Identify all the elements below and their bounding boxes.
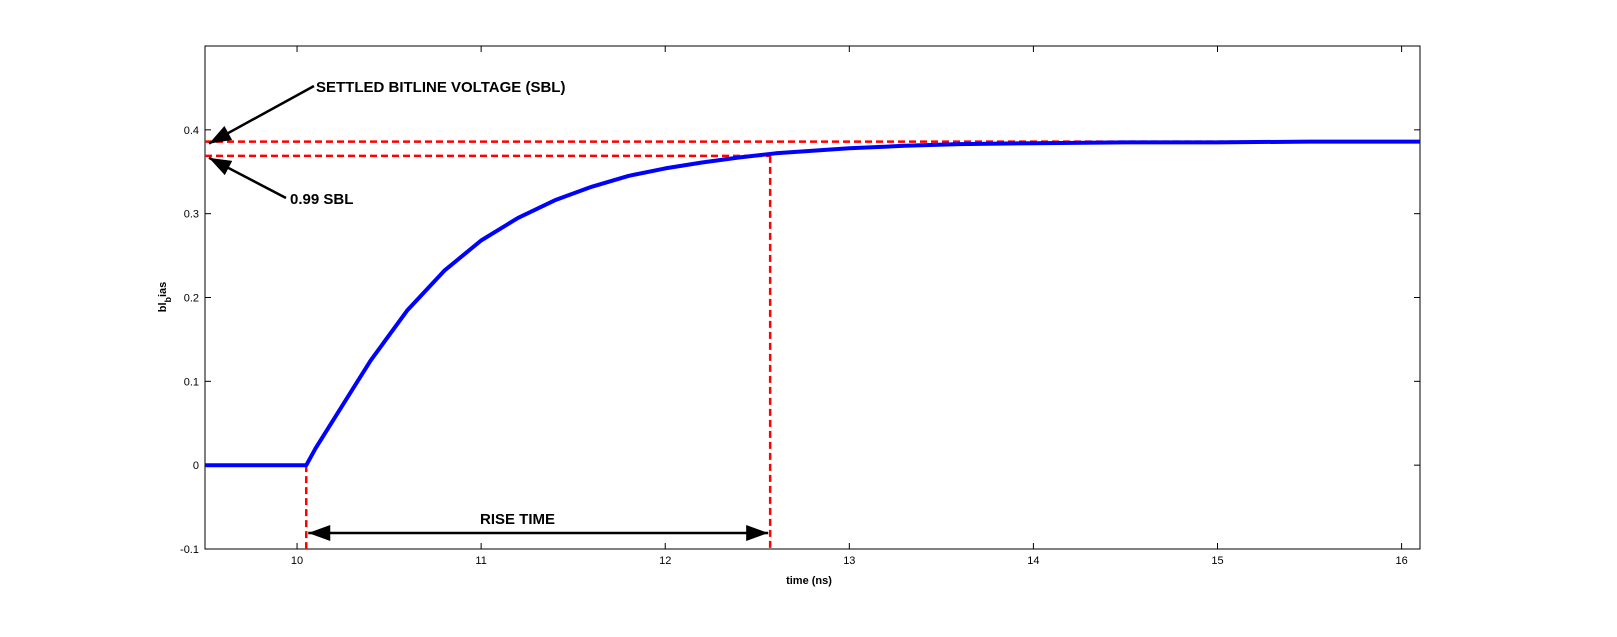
x-tick-label: 15 (1211, 555, 1223, 567)
y-tick-label: -0.1 (180, 544, 199, 556)
svg-text:blbias: blbias (157, 282, 173, 313)
y-axis-title-rest: ias (157, 282, 169, 297)
x-tick-label: 11 (475, 555, 486, 567)
sbl99-arrow-head (209, 157, 233, 176)
y-axis-title-sub: b (163, 297, 173, 303)
sbl-annotation: SETTLED BITLINE VOLTAGE (SBL) (316, 79, 565, 96)
rise-time-arrow-head-start (308, 525, 331, 541)
series-line-0 (205, 139, 1420, 468)
x-tick-label: 10 (291, 555, 303, 567)
y-tick-label: 0.4 (184, 125, 199, 137)
x-axis-title: time (ns) (786, 575, 832, 587)
axis-ticks: 10 11 12 13 14 15 16 -0.1 0 0.1 0.2 0.3 0.4 (180, 46, 1420, 567)
y-axis-title: blbias (157, 282, 173, 313)
y-tick-label: 0.1 (184, 376, 199, 388)
x-tick-label: 13 (843, 555, 855, 567)
sbl99-annotation: 0.99 SBL (290, 191, 353, 208)
y-axis-title-main: bl (157, 303, 169, 313)
series-layer (205, 139, 1420, 468)
y-tick-label: 0.2 (184, 293, 199, 305)
plot-area (204, 45, 1421, 550)
y-tick-label: 0 (193, 460, 199, 472)
annotation-arrows (208, 84, 769, 541)
rise-time-arrow-head (746, 525, 769, 541)
x-tick-label: 16 (1395, 555, 1407, 567)
x-tick-label: 12 (659, 555, 671, 567)
sbl-arrow-head (209, 125, 233, 144)
rise-time-annotation: RISE TIME (480, 511, 555, 528)
x-tick-label: 14 (1027, 555, 1039, 567)
y-tick-label: 0.3 (184, 209, 199, 221)
